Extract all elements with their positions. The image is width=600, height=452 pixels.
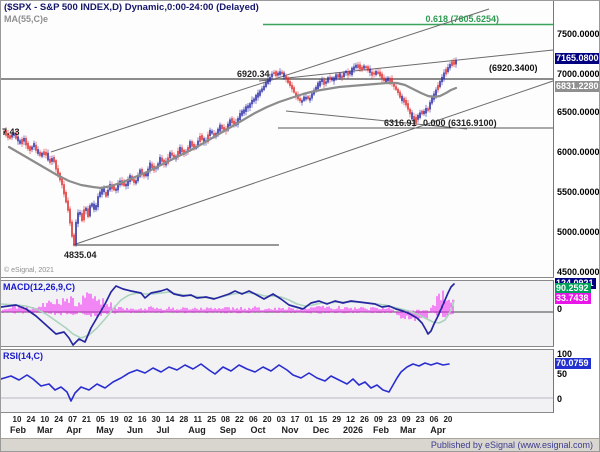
- footer-bar: [1, 438, 599, 451]
- x-axis-day-tick: 09: [373, 415, 383, 424]
- rsi-axis-tick: 0: [557, 394, 563, 404]
- fib-0000-label: 0.000 (6316.9100): [423, 118, 497, 128]
- x-axis-day-tick: 05: [95, 415, 105, 424]
- time-axis-strip[interactable]: [1, 414, 599, 438]
- x-axis-month-label: Jun: [126, 425, 144, 435]
- x-axis-month-label: Aug: [188, 425, 206, 435]
- x-axis-day-tick: 01: [304, 415, 314, 424]
- rsi-axis-tick: 100: [557, 349, 573, 359]
- x-axis-day-tick: 14: [165, 415, 175, 424]
- price-axis-tick: 6500.0000: [557, 107, 600, 117]
- macd-study-label: MACD(12,26,9,C): [3, 282, 76, 292]
- resistance-price-label: 6920.34: [237, 69, 270, 79]
- price-axis-tick: 5000.0000: [557, 227, 600, 237]
- ma-value-badge: 6831.2280: [555, 81, 599, 92]
- x-axis-day-tick: 20: [262, 415, 272, 424]
- publisher-credit: Published by eSignal (www.esignal.com): [430, 440, 593, 450]
- x-axis-day-tick: 23: [387, 415, 397, 424]
- x-axis-day-tick: 28: [179, 415, 189, 424]
- x-axis-month-label: Oct: [250, 425, 266, 435]
- fib-0618-label: 0.618 (7605.6254): [425, 14, 499, 24]
- x-axis-month-label: Apr: [430, 425, 446, 435]
- macd-panel[interactable]: [1, 280, 554, 347]
- x-axis-day-tick: 15: [318, 415, 328, 424]
- x-axis-day-tick: 21: [82, 415, 91, 424]
- price-axis-tick: 4500.0000: [557, 267, 600, 277]
- x-axis-day-tick: 16: [137, 415, 147, 424]
- x-axis-month-label: Dec: [312, 425, 330, 435]
- x-axis-day-tick: 03: [276, 415, 286, 424]
- x-axis-month-label: Mar: [36, 425, 54, 435]
- rsi-axis-tick: 50: [557, 369, 568, 379]
- last-price-badge: 7165.0800: [555, 53, 599, 64]
- x-axis-day-tick: 07: [68, 415, 78, 424]
- x-axis-day-tick: 24: [26, 415, 36, 424]
- x-axis-month-label: Mar: [399, 425, 417, 435]
- x-axis-day-tick: 19: [109, 415, 119, 424]
- x-axis-day-tick: 25: [207, 415, 217, 424]
- x-axis-day-tick: 24: [54, 415, 64, 424]
- left-edge-price-label: 7.43: [2, 127, 20, 137]
- x-axis-day-tick: 10: [40, 415, 50, 424]
- ma-study-label: MA(55,C)e: [4, 14, 49, 24]
- x-axis-day-tick: 09: [401, 415, 411, 424]
- x-axis-month-label: Nov: [281, 425, 299, 435]
- major-low-label: 4835.04: [64, 250, 97, 260]
- price-axis-tick: 6000.0000: [557, 147, 600, 157]
- x-axis-day-tick: 26: [360, 415, 369, 424]
- macd-value-badge: 90.2592: [555, 283, 591, 294]
- swing-low-price-label: 6316.91: [384, 118, 417, 128]
- x-axis-month-label: Feb: [9, 425, 27, 435]
- macd-value-badge: 33.7438: [555, 293, 591, 304]
- price-axis-tick: 5500.0000: [557, 187, 600, 197]
- x-axis-month-label: Jul: [156, 425, 170, 435]
- rsi-study-label: RSI(14,C): [3, 351, 44, 361]
- x-axis-month-label: 2026: [342, 425, 364, 435]
- chart-title: ($SPX - S&P 500 INDEX,D) Dynamic,0:00-24…: [4, 2, 259, 13]
- x-axis-month-label: May: [96, 425, 114, 435]
- x-axis-day-tick: 02: [123, 415, 133, 424]
- rsi-panel[interactable]: [1, 349, 554, 413]
- x-axis-month-label: Feb: [372, 425, 390, 435]
- x-axis-day-tick: 06: [429, 415, 439, 424]
- resistance-value-label: (6920.3400): [489, 63, 538, 73]
- x-axis-month-label: Sep: [219, 425, 237, 435]
- price-chart-panel[interactable]: [1, 1, 554, 278]
- x-axis-day-tick: 10: [12, 415, 22, 424]
- copyright-label: © eSignal, 2021: [4, 267, 54, 274]
- x-axis-day-tick: 06: [248, 415, 258, 424]
- rsi-value-badge: 70.0759: [555, 358, 591, 369]
- x-axis-day-tick: 30: [151, 415, 161, 424]
- price-axis-tick: 7000.0000: [557, 69, 600, 79]
- x-axis-day-tick: 11: [193, 415, 202, 424]
- x-axis-day-tick: 20: [443, 415, 453, 424]
- x-axis-month-label: Apr: [66, 425, 82, 435]
- x-axis-day-tick: 08: [221, 415, 230, 424]
- x-axis-day-tick: 12: [346, 415, 356, 424]
- x-axis-day-tick: 29: [332, 415, 342, 424]
- x-axis-day-tick: 17: [290, 415, 300, 424]
- macd-axis-zero: 0: [557, 304, 563, 314]
- x-axis-day-tick: 22: [234, 415, 244, 424]
- x-axis-day-tick: 23: [415, 415, 425, 424]
- price-axis-tick: 7500.0000: [557, 29, 600, 39]
